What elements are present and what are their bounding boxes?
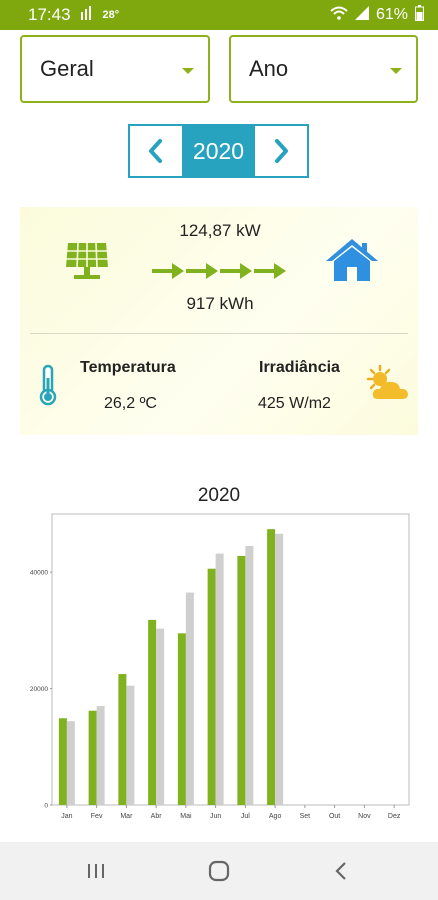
bar-jun-series-2 xyxy=(215,553,224,805)
bar-jul-series-1 xyxy=(237,555,246,805)
period-select-value: Ano xyxy=(249,56,289,81)
chevron-left-icon xyxy=(149,139,162,163)
next-year-button[interactable] xyxy=(255,126,307,176)
home-icon xyxy=(208,860,230,882)
cell-signal-icon xyxy=(354,5,369,25)
x-tick-label: Abr xyxy=(151,813,163,820)
thermometer-icon xyxy=(39,364,57,406)
x-tick-label: Jul xyxy=(241,813,250,820)
summary-panel: 124,87 kW 917 kWh Temperatura 26,2 ºC Ir… xyxy=(20,207,418,435)
x-tick-label: Mai xyxy=(180,813,192,820)
status-left: 17:43 28° xyxy=(28,5,119,25)
type-select[interactable]: Geral xyxy=(20,35,210,103)
house-icon xyxy=(326,239,378,281)
energy-value: 917 kWh xyxy=(186,294,254,313)
power-value: 124,87 kW xyxy=(179,221,261,240)
y-tick-label: 40000 xyxy=(30,570,48,577)
x-tick-label: Set xyxy=(300,813,311,820)
y-tick-label: 0 xyxy=(44,803,48,810)
home-button[interactable] xyxy=(199,856,239,886)
irradiance-value: 425 W/m2 xyxy=(258,395,331,412)
chart-frame xyxy=(51,513,410,806)
x-tick-label: Nov xyxy=(358,813,371,820)
sun-cloud-icon xyxy=(366,365,408,399)
bar-chart: Jan Fev Mar Abr Mai Jun Jul Ago Set Out Nov Dez 0 200… xyxy=(30,513,410,820)
bar-jan-series-1 xyxy=(58,718,67,805)
bar-ago-series-1 xyxy=(267,529,276,805)
bar-mai-series-1 xyxy=(177,633,186,805)
bar-mar-series-2 xyxy=(126,685,135,805)
year-value: 2020 xyxy=(182,126,255,176)
dropdown-caret-icon xyxy=(182,68,194,74)
bar-abr-series-1 xyxy=(148,619,157,805)
battery-icon xyxy=(415,4,424,26)
x-tick-label: Jun xyxy=(210,813,221,820)
bar-jun-series-1 xyxy=(207,568,216,805)
y-tick-label: 20000 xyxy=(30,686,48,693)
bar-mai-series-2 xyxy=(185,592,194,805)
status-temperature: 28° xyxy=(102,9,120,21)
battery-percent: 61% xyxy=(375,6,408,23)
panel-divider xyxy=(30,333,408,334)
status-time: 17:43 xyxy=(28,5,71,24)
temperature-value: 26,2 ºC xyxy=(104,395,157,412)
solar-panel-icon xyxy=(66,242,108,279)
dropdown-caret-icon xyxy=(390,68,402,74)
wifi-icon xyxy=(330,6,348,25)
bar-mar-series-1 xyxy=(118,674,127,805)
status-right: 61% xyxy=(330,4,424,26)
x-tick-label: Out xyxy=(329,813,340,820)
x-tick-label: Dez xyxy=(388,813,401,820)
x-tick-label: Fev xyxy=(91,813,103,820)
recent-apps-icon xyxy=(88,864,104,878)
year-navigator: 2020 xyxy=(128,124,309,178)
back-button[interactable] xyxy=(321,856,361,886)
bar-jan-series-2 xyxy=(66,721,75,805)
temperature-label: Temperatura xyxy=(80,359,176,376)
period-select[interactable]: Ano xyxy=(229,35,418,103)
chart-title: 2020 xyxy=(197,485,241,506)
x-tick-label: Ago xyxy=(269,813,282,820)
bar-ago-series-2 xyxy=(275,533,284,805)
bar-jul-series-2 xyxy=(245,546,254,805)
flow-arrows-icon xyxy=(152,263,286,279)
x-tick-label: Jan xyxy=(61,813,72,820)
bar-fev-series-2 xyxy=(96,706,105,805)
x-tick-label: Mar xyxy=(120,813,133,820)
chevron-right-icon xyxy=(275,139,288,163)
type-select-value: Geral xyxy=(40,56,94,81)
prev-year-button[interactable] xyxy=(130,126,182,176)
bar-abr-series-2 xyxy=(156,628,165,805)
recent-apps-button[interactable] xyxy=(76,856,116,886)
status-bar: 17:43 28° 61% xyxy=(0,0,438,30)
system-nav-bar xyxy=(0,842,438,900)
signal-bars-icon xyxy=(80,5,93,25)
bar-fev-series-1 xyxy=(88,710,97,805)
irradiance-label: Irradiância xyxy=(259,359,340,376)
back-icon xyxy=(335,862,346,880)
